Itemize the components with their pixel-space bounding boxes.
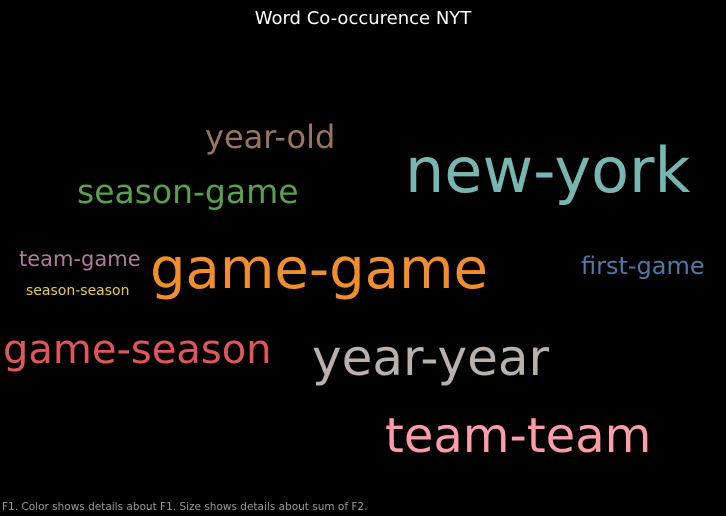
word-game-game: game-game [150, 237, 488, 302]
word-team-game: team-game [19, 247, 141, 271]
word-year-old: year-old [205, 118, 336, 156]
word-game-season: game-season [3, 327, 272, 373]
word-first-game: first-game [581, 252, 705, 280]
chart-title: Word Co-occurence NYT [254, 8, 472, 29]
word-season-season: season-season [26, 283, 130, 299]
word-year-year: year-year [312, 329, 550, 387]
word-team-team: team-team [385, 408, 652, 464]
word-season-game: season-game [77, 172, 299, 211]
word-new-york: new-york [405, 134, 691, 207]
chart-footer-note: F1. Color shows details about F1. Size s… [2, 501, 368, 513]
